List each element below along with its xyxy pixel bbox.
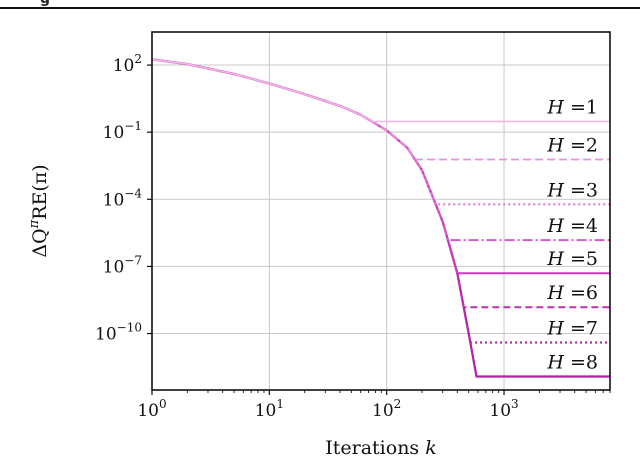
y-tick-label: 10−4 [103, 186, 143, 210]
x-axis: 100 101 102 103 [137, 390, 611, 421]
series-line-h-6 [151, 58, 610, 309]
y-tick-label: 10−10 [95, 321, 142, 345]
series-annotation: H =7 [546, 317, 598, 339]
series-annotation: H =3 [546, 179, 598, 201]
series-annotation: H =6 [546, 282, 598, 304]
series-line-h-5 [151, 58, 610, 275]
header-fragment: g [40, 0, 50, 7]
x-tick-label: 100 [137, 397, 166, 421]
series-line-h-1 [151, 58, 610, 123]
header-rule [0, 7, 640, 9]
grid [151, 32, 610, 390]
x-tick-label: 103 [489, 397, 518, 421]
series-annotations: H =1 H =2 H =3 H =4 H =5 H =6 H =7 H =8 [546, 97, 598, 374]
y-axis: 102 10−1 10−4 10−7 10−10 [95, 52, 152, 345]
series-annotation: H =2 [546, 135, 598, 157]
y-tick-label: 102 [113, 52, 142, 76]
header-strip: g [0, 0, 640, 9]
series-line-h-2 [151, 58, 610, 161]
series-line-h-8 [151, 58, 610, 378]
x-tick-label: 102 [372, 397, 401, 421]
x-tick-label: 101 [255, 397, 284, 421]
series-annotation: H =8 [546, 352, 598, 374]
y-tick-label: 10−1 [103, 119, 142, 143]
series-group [151, 58, 610, 378]
y-tick-label: 10−7 [103, 253, 142, 277]
series-annotation: H =4 [546, 215, 598, 237]
y-axis-label: ΔQπRE(π) [27, 164, 51, 257]
series-annotation: H =1 [546, 97, 598, 119]
series-annotation: H =5 [546, 248, 598, 270]
series-line-h-7 [151, 58, 610, 344]
series-line-h-4 [151, 58, 610, 242]
plot-frame [151, 31, 611, 391]
x-axis-label: Iterations k [325, 437, 437, 459]
